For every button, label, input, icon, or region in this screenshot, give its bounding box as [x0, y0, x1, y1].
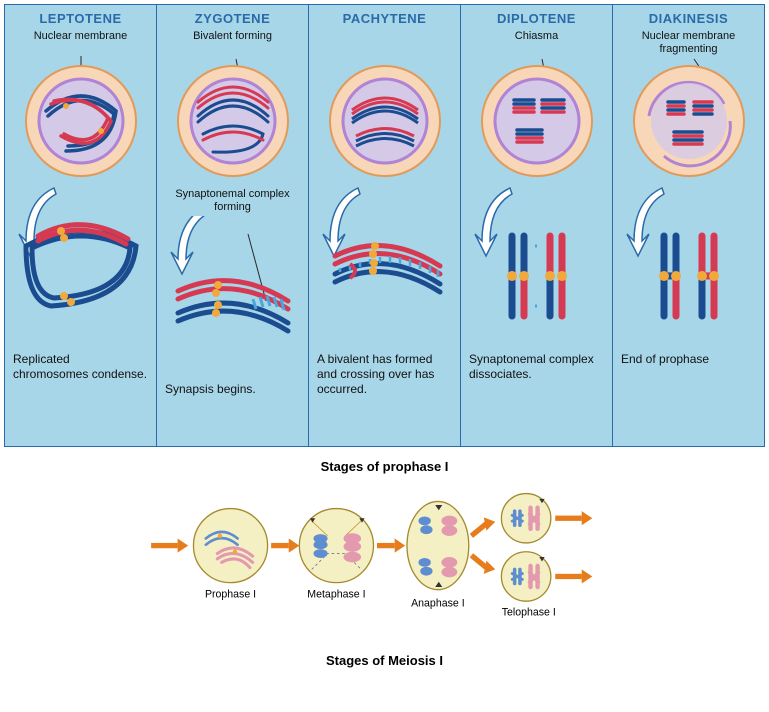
stage-diakinesis: DIAKINESIS Nuclear membrane fragmenting [613, 5, 764, 446]
stage-title: DIPLOTENE [497, 5, 576, 30]
cell-illustration [624, 56, 754, 186]
detail-illustration [320, 186, 450, 346]
cell-telophase-a [501, 494, 550, 543]
detail-illustration [16, 186, 146, 346]
prophase-stages-grid: LEPTOTENE Nuclear membrane [4, 4, 765, 447]
cell-telophase-b [501, 552, 550, 601]
detail-illustration [168, 216, 298, 376]
meiosis-section-caption: Stages of Meiosis I [0, 645, 769, 684]
cell-illustration [16, 56, 146, 186]
flow-arrow [151, 539, 188, 553]
phase-label: Prophase I [205, 589, 256, 601]
stage-title: LEPTOTENE [39, 5, 121, 30]
stage-top-label [381, 30, 389, 56]
cell-prophase [193, 509, 267, 583]
stage-caption: Replicated chromosomes condense. [5, 346, 156, 416]
stage-caption: Synapsis begins. [157, 376, 308, 446]
phase-label: Metaphase I [307, 589, 365, 601]
detail-illustration [472, 186, 602, 346]
stage-title: DIAKINESIS [649, 5, 728, 30]
cell-illustration [168, 56, 298, 186]
prophase-section-caption: Stages of prophase I [0, 451, 769, 490]
phase-label: Telophase I [502, 607, 556, 619]
stage-top-label: Bivalent forming [189, 30, 276, 56]
stage-top-label: Nuclear membrane [30, 30, 132, 56]
prophase-diagram: LEPTOTENE Nuclear membrane [0, 4, 769, 684]
cell-illustration [320, 56, 450, 186]
stage-caption: A bivalent has formed and crossing over … [309, 346, 460, 416]
cell-illustration [472, 56, 602, 186]
flow-arrow [271, 539, 299, 553]
stage-title: PACHYTENE [343, 5, 427, 30]
stage-pachytene: PACHYTENE [309, 5, 461, 446]
flow-arrow [471, 518, 495, 574]
stage-mid-label: Synaptonemal complex forming [157, 186, 308, 216]
stage-leptotene: LEPTOTENE Nuclear membrane [5, 5, 157, 446]
stage-zygotene: ZYGOTENE Bivalent forming Synaptonemal c… [157, 5, 309, 446]
meiosis-row-diagram: Prophase I Metaphase I [0, 490, 769, 640]
stage-title: ZYGOTENE [195, 5, 271, 30]
stage-top-label: Chiasma [511, 30, 562, 56]
stage-caption: Synaptonemal complex dissociates. [461, 346, 612, 416]
phase-label: Anaphase I [411, 598, 465, 610]
flow-arrow [555, 512, 592, 584]
stage-caption: End of prophase [613, 346, 764, 416]
flow-arrow [377, 539, 405, 553]
stage-top-label: Nuclear membrane fragmenting [613, 30, 764, 56]
cell-anaphase [407, 502, 469, 590]
detail-illustration [624, 186, 754, 346]
stage-diplotene: DIPLOTENE Chiasma [461, 5, 613, 446]
